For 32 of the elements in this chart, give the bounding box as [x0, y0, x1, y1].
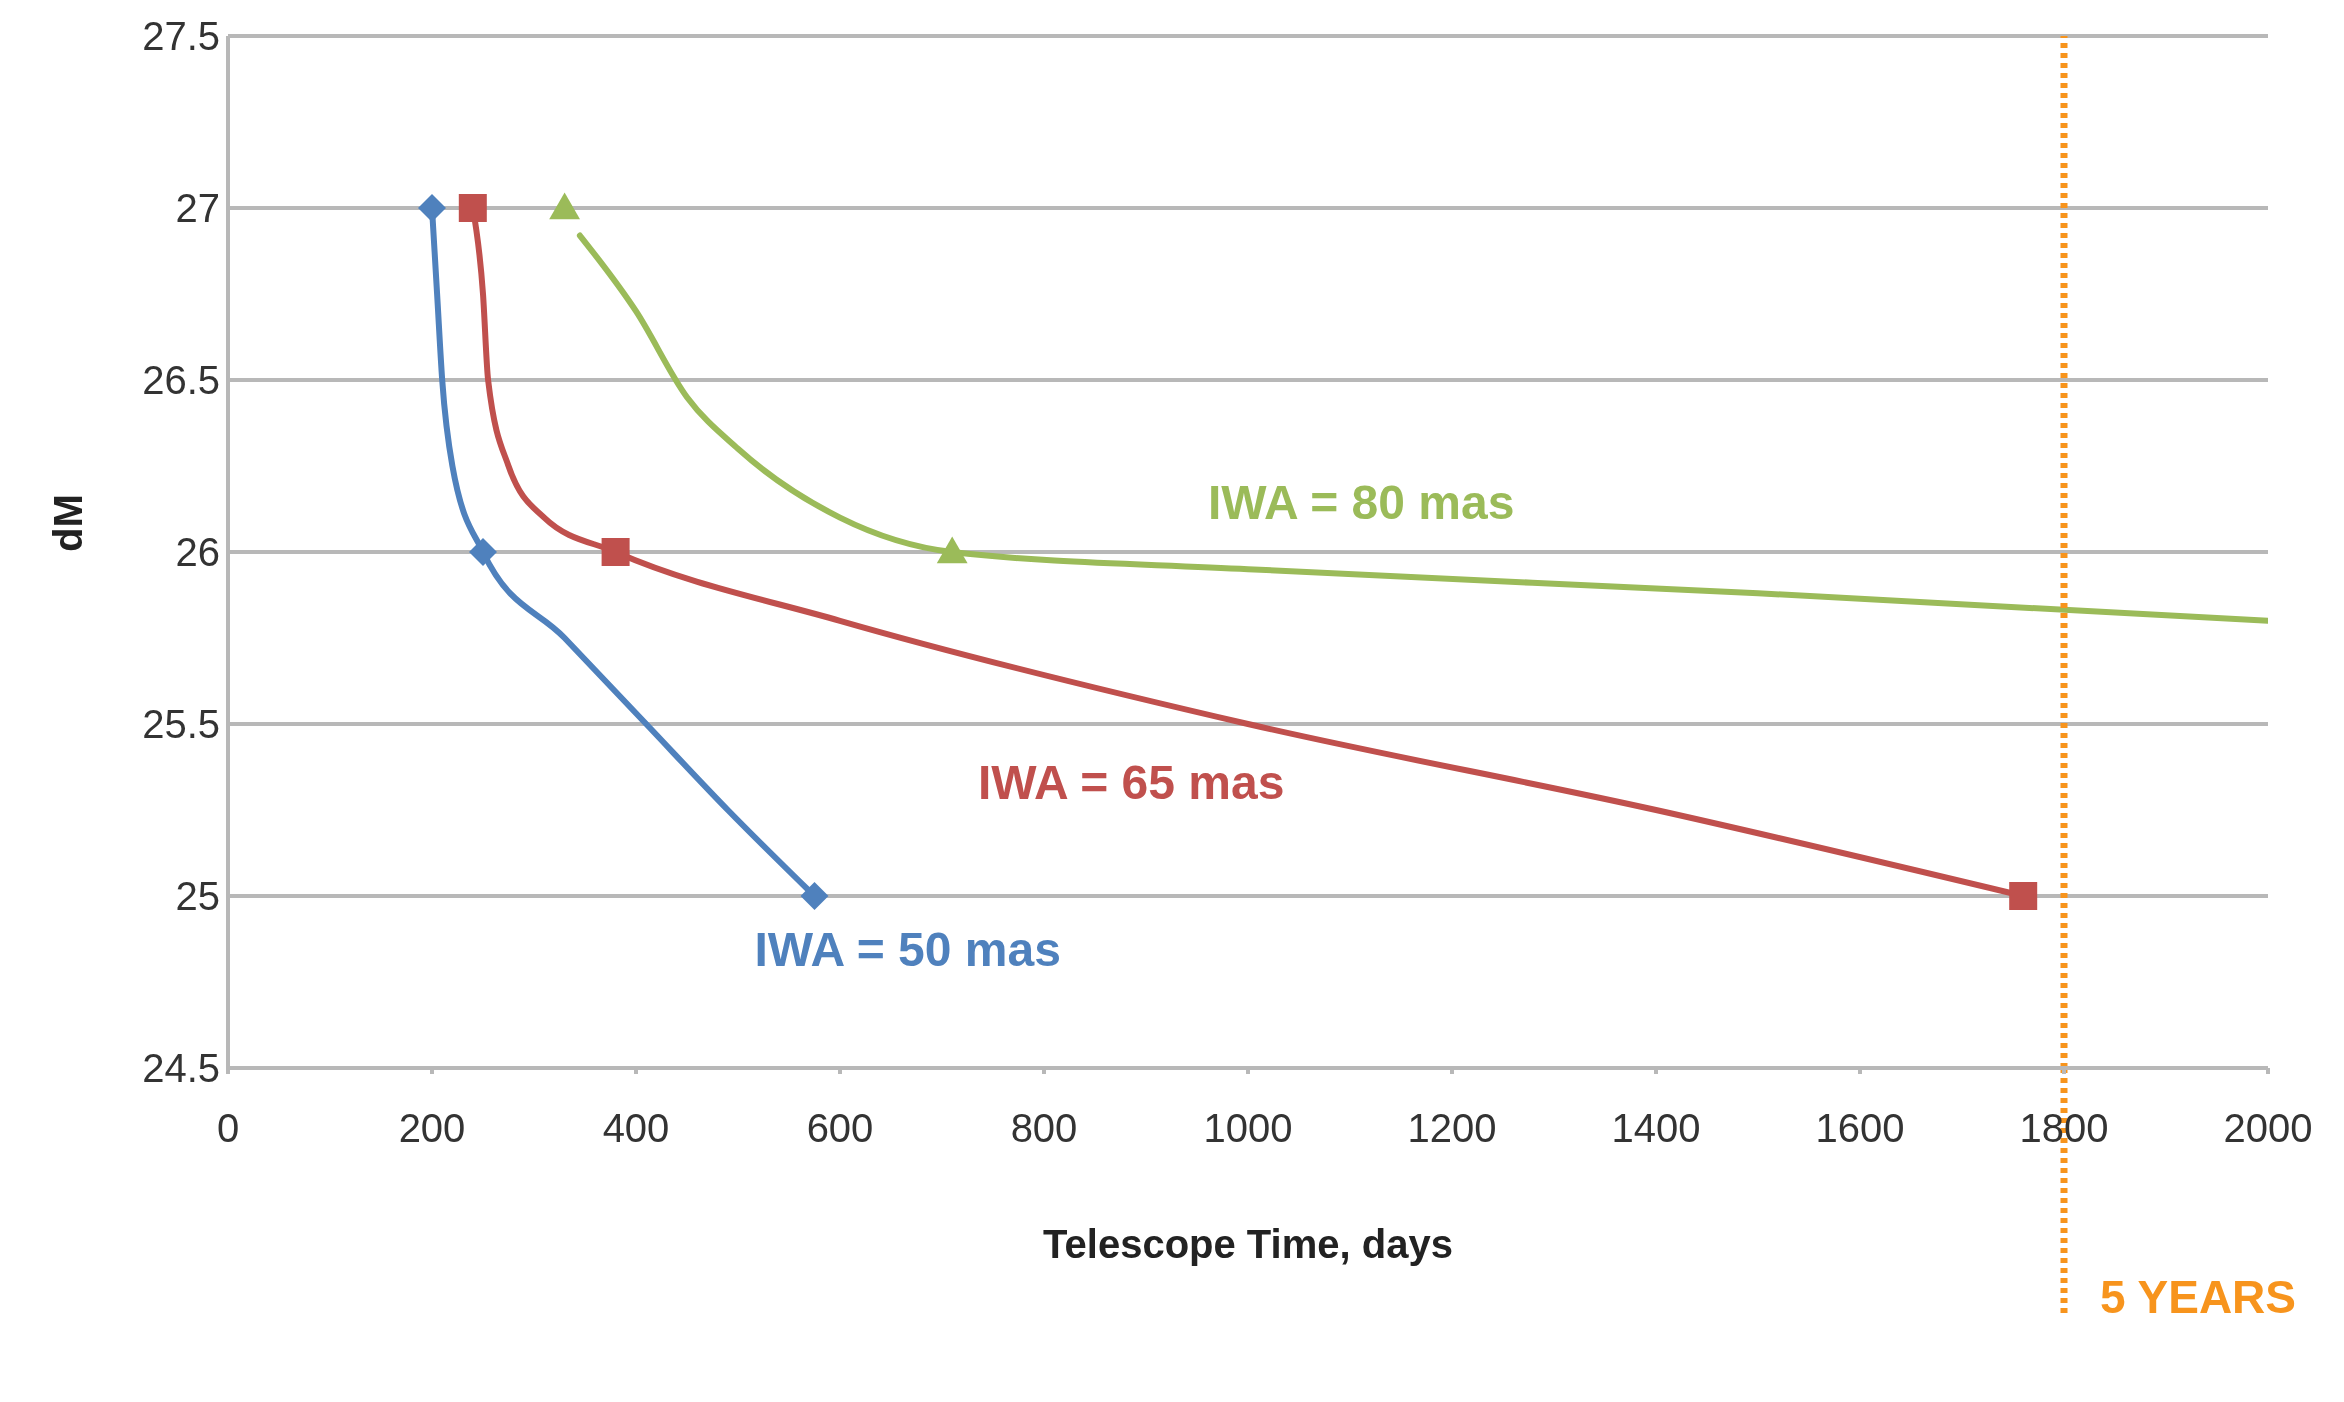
- x-tick-label: 1600: [1815, 1106, 1905, 1151]
- x-tick-label: 1000: [1203, 1106, 1293, 1151]
- x-tick-label: 800: [1010, 1106, 1078, 1151]
- y-axis-title: dM: [46, 494, 91, 552]
- point: [469, 538, 497, 566]
- x-tick-label: 400: [602, 1106, 670, 1151]
- x-tick-label: 1400: [1611, 1106, 1701, 1151]
- series-label: IWA = 50 mas: [754, 923, 1061, 976]
- point: [458, 194, 487, 222]
- x-tick-label: 600: [806, 1106, 874, 1151]
- ref-line-label: 5 YEARS: [2100, 1271, 2297, 1323]
- point: [549, 192, 580, 220]
- point: [800, 882, 829, 910]
- point: [2009, 882, 2038, 910]
- x-tick-label: 0: [216, 1106, 240, 1151]
- y-tick-label: 25: [175, 874, 220, 919]
- y-tick-label: 27.5: [142, 14, 220, 59]
- series-label: IWA = 80 mas: [1208, 476, 1515, 530]
- y-tick-label: 24.5: [142, 1046, 220, 1091]
- x-tick-label: 2000: [2223, 1106, 2313, 1151]
- series-label: IWA = 65 mas: [978, 756, 1285, 809]
- y-tick-label: 25.5: [142, 702, 220, 747]
- y-tick-label: 27: [175, 186, 220, 231]
- point: [936, 536, 968, 564]
- x-axis-title: Telescope Time, days: [1043, 1222, 1453, 1266]
- x-tick-label: 200: [398, 1106, 466, 1151]
- x-tick-label: 1800: [2019, 1106, 2109, 1151]
- y-tick-label: 26: [175, 530, 220, 575]
- point: [418, 194, 446, 222]
- point: [601, 538, 630, 566]
- y-tick-label: 26.5: [142, 358, 220, 403]
- x-tick-label: 1200: [1407, 1106, 1497, 1151]
